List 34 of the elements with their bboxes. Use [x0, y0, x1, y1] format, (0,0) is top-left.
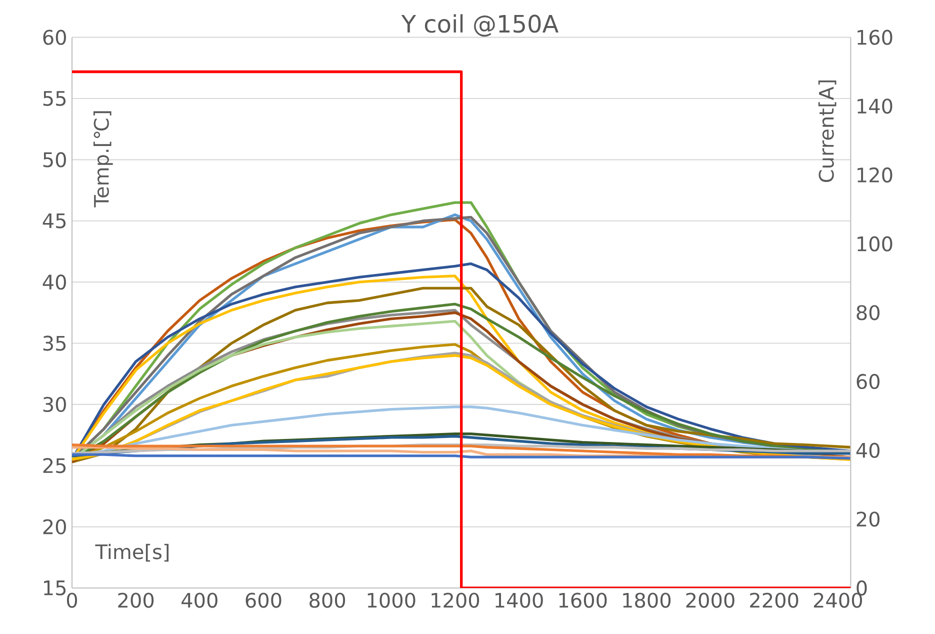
y-tick-label: 40: [42, 274, 66, 290]
y2-tick-label: 100: [858, 236, 892, 252]
x-tick-label: 400: [182, 592, 218, 608]
y2-tick-label: 40: [856, 442, 880, 458]
y-tick-label: 20: [43, 519, 66, 534]
x-tick-label: 0: [66, 592, 78, 608]
x-tick-label: 800: [310, 592, 346, 608]
y-axis-title: Temp.[℃]: [93, 111, 113, 208]
y2-tick-label: 20: [856, 512, 880, 527]
x-tick-label: 200: [118, 592, 154, 608]
x-tick-label: 1800: [623, 592, 671, 608]
y-tick-label: 35: [43, 336, 66, 351]
x-tick-label: 1200: [432, 592, 480, 608]
y-tick-label: 25: [43, 458, 66, 474]
y-tick-label: 30: [43, 396, 66, 412]
y-tick-label: 45: [42, 213, 66, 228]
x-tick-label: 1000: [368, 592, 416, 608]
x-tick-label: 2200: [750, 592, 798, 608]
y-tick-label: 50: [43, 152, 66, 168]
x-tick-label: 600: [246, 592, 282, 608]
chart-title: Y coil @150A: [401, 14, 559, 37]
y2-axis-title: Current[A]: [818, 80, 836, 182]
x-tick-label: 1400: [496, 592, 543, 608]
y2-tick-label: 80: [856, 305, 880, 320]
y-tick-label: 55: [43, 91, 66, 106]
y-tick-label: 15: [44, 580, 66, 596]
y2-tick-label: 140: [858, 98, 892, 114]
y2-tick-label: 160: [858, 30, 892, 45]
x-axis-title: Time[s]: [95, 544, 169, 562]
y2-tick-label: 60: [856, 374, 880, 390]
x-tick-label: 1600: [559, 592, 607, 608]
y2-tick-label: 120: [858, 167, 892, 183]
x-tick-label: 2000: [686, 592, 734, 608]
y-tick-label: 60: [43, 30, 66, 45]
